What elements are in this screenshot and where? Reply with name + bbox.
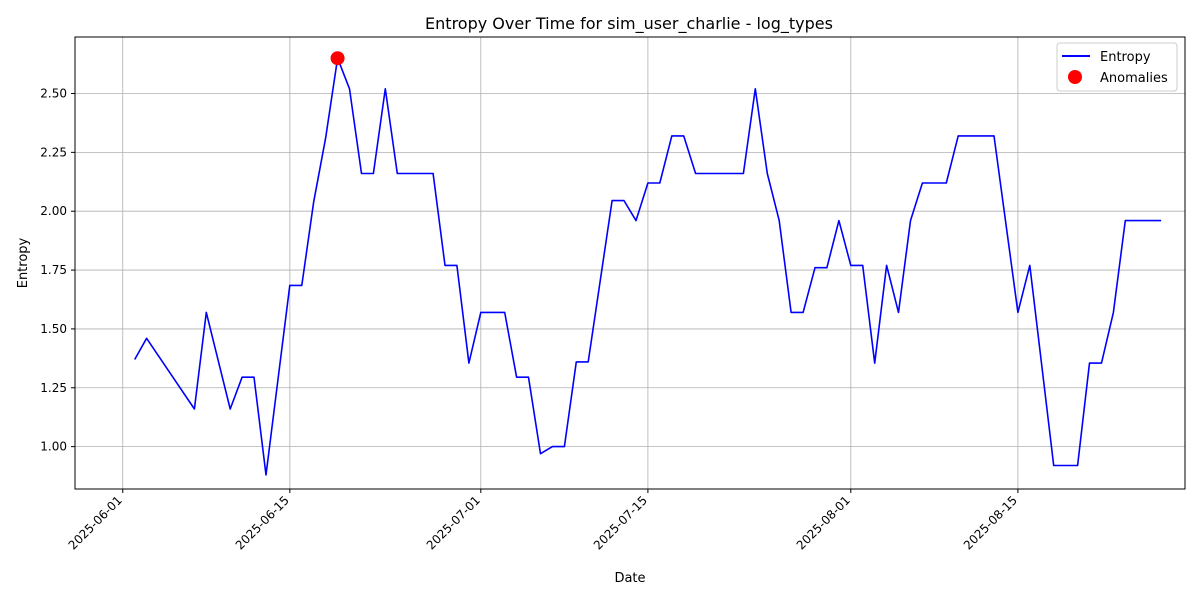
legend-dot-swatch: [1068, 70, 1082, 84]
x-tick-label: 2025-06-15: [233, 493, 292, 552]
legend: Entropy Anomalies: [1056, 42, 1178, 92]
plot-frame: [74, 36, 1186, 490]
chart-title: Entropy Over Time for sim_user_charlie -…: [425, 14, 833, 34]
x-tick-label: 2025-07-15: [591, 493, 650, 552]
y-tick-label: 2.50: [40, 87, 67, 101]
y-axis-ticks: 1.00 1.25 1.50 1.75 2.00 2.25 2.50: [40, 87, 75, 454]
y-axis-label: Entropy: [16, 237, 31, 288]
anomaly-point: [330, 51, 345, 66]
grid-layer: [75, 37, 1185, 489]
x-tick-label: 2025-06-01: [66, 493, 125, 552]
y-tick-label: 1.25: [40, 381, 67, 395]
series-layer: [134, 51, 1162, 476]
y-tick-label: 2.00: [40, 204, 67, 218]
y-tick-label: 1.50: [40, 322, 67, 336]
y-tick-label: 1.00: [40, 440, 67, 454]
legend-label-anomalies: Anomalies: [1100, 71, 1168, 86]
y-tick-label: 2.25: [40, 145, 67, 159]
x-tick-label: 2025-08-15: [961, 493, 1020, 552]
x-tick-label: 2025-08-01: [794, 493, 853, 552]
x-axis-label: Date: [614, 571, 645, 586]
series-line-entropy: [134, 57, 1162, 476]
x-tick-label: 2025-07-01: [424, 493, 483, 552]
legend-label-entropy: Entropy: [1100, 50, 1151, 65]
y-tick-label: 1.75: [40, 263, 67, 277]
x-axis-ticks: 2025-06-01 2025-06-15 2025-07-01 2025-07-15…: [66, 489, 1020, 552]
